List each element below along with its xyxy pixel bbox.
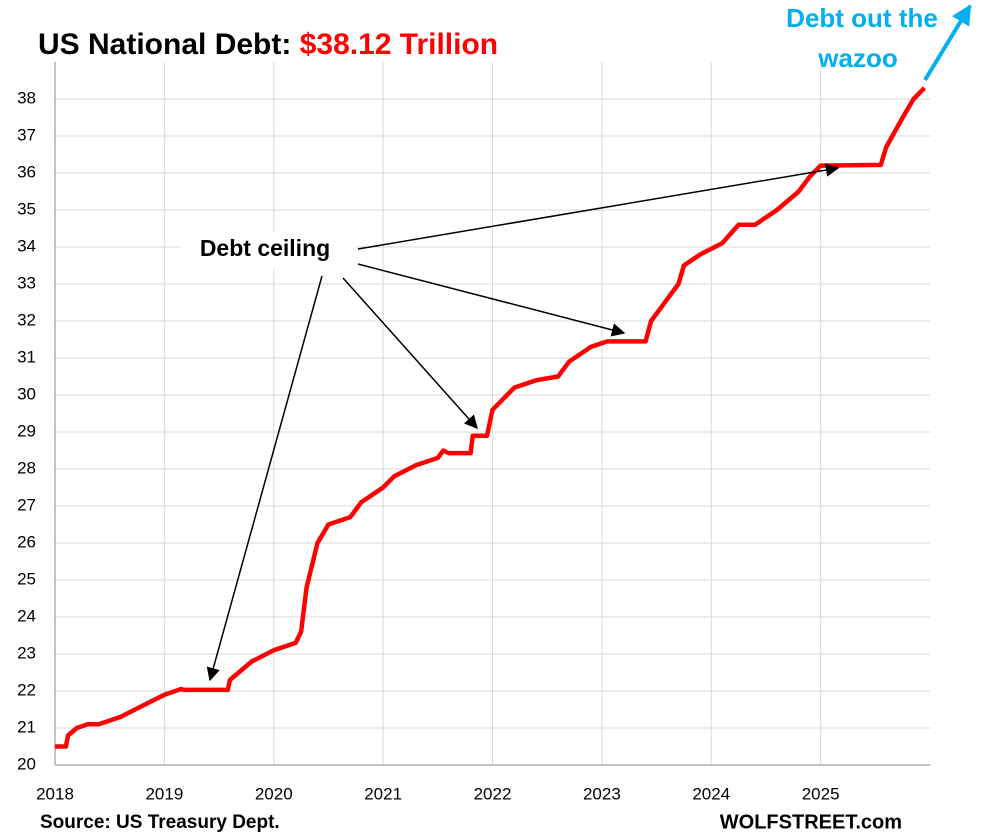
plot <box>55 86 927 749</box>
annotation: Debt out the wazoo <box>786 3 938 73</box>
chart-title: US National Debt: $38.12 Trillion <box>38 28 498 61</box>
x-tick-label: 2024 <box>692 784 730 803</box>
y-tick-label: 32 <box>17 310 36 329</box>
x-tick-label: 2019 <box>145 784 183 803</box>
source: Source: US Treasury Dept. <box>40 812 280 833</box>
x-tick-label: 2023 <box>583 784 621 803</box>
y-tick-label: 38 <box>17 88 36 107</box>
grid <box>54 62 930 766</box>
line-series <box>55 86 927 749</box>
y-tick-label: 36 <box>17 162 36 181</box>
annotation-line: wazoo <box>817 43 897 73</box>
y-tick-label: 30 <box>17 384 36 403</box>
annotation: Debt ceiling <box>200 235 330 261</box>
wazoo-arrow <box>923 4 972 82</box>
y-tick-label: 28 <box>17 458 36 477</box>
x-tick-label: 2018 <box>36 784 74 803</box>
y-tick-label: 26 <box>17 532 36 551</box>
title-text: US National Debt: <box>38 28 291 61</box>
y-tick-label: 31 <box>17 347 36 366</box>
y-tick-label: 20 <box>17 754 36 773</box>
x-tick-label: 2025 <box>802 784 840 803</box>
credit: WOLFSTREET.com <box>720 811 902 833</box>
y-tick-label: 27 <box>17 495 36 514</box>
y-tick-label: 23 <box>17 643 36 662</box>
y-tick-label: 24 <box>17 606 36 625</box>
title-highlight: $38.12 Trillion <box>300 28 498 61</box>
x-tick-label: 2020 <box>255 784 293 803</box>
y-tick-label: 35 <box>17 199 36 218</box>
annotation-bg <box>180 232 356 268</box>
y-tick-label: 37 <box>17 125 36 144</box>
y-tick-label: 29 <box>17 421 36 440</box>
x-tick-label: 2022 <box>474 784 512 803</box>
y-tick-label: 22 <box>17 680 36 699</box>
x-tick-label: 2021 <box>364 784 402 803</box>
y-tick-label: 25 <box>17 569 36 588</box>
debt-ceiling-arrows <box>206 163 840 682</box>
annotation-line: Debt out the <box>786 3 938 33</box>
y-tick-label: 33 <box>17 273 36 292</box>
y-tick-label: 34 <box>17 236 36 255</box>
y-tick-label: 21 <box>17 717 36 736</box>
